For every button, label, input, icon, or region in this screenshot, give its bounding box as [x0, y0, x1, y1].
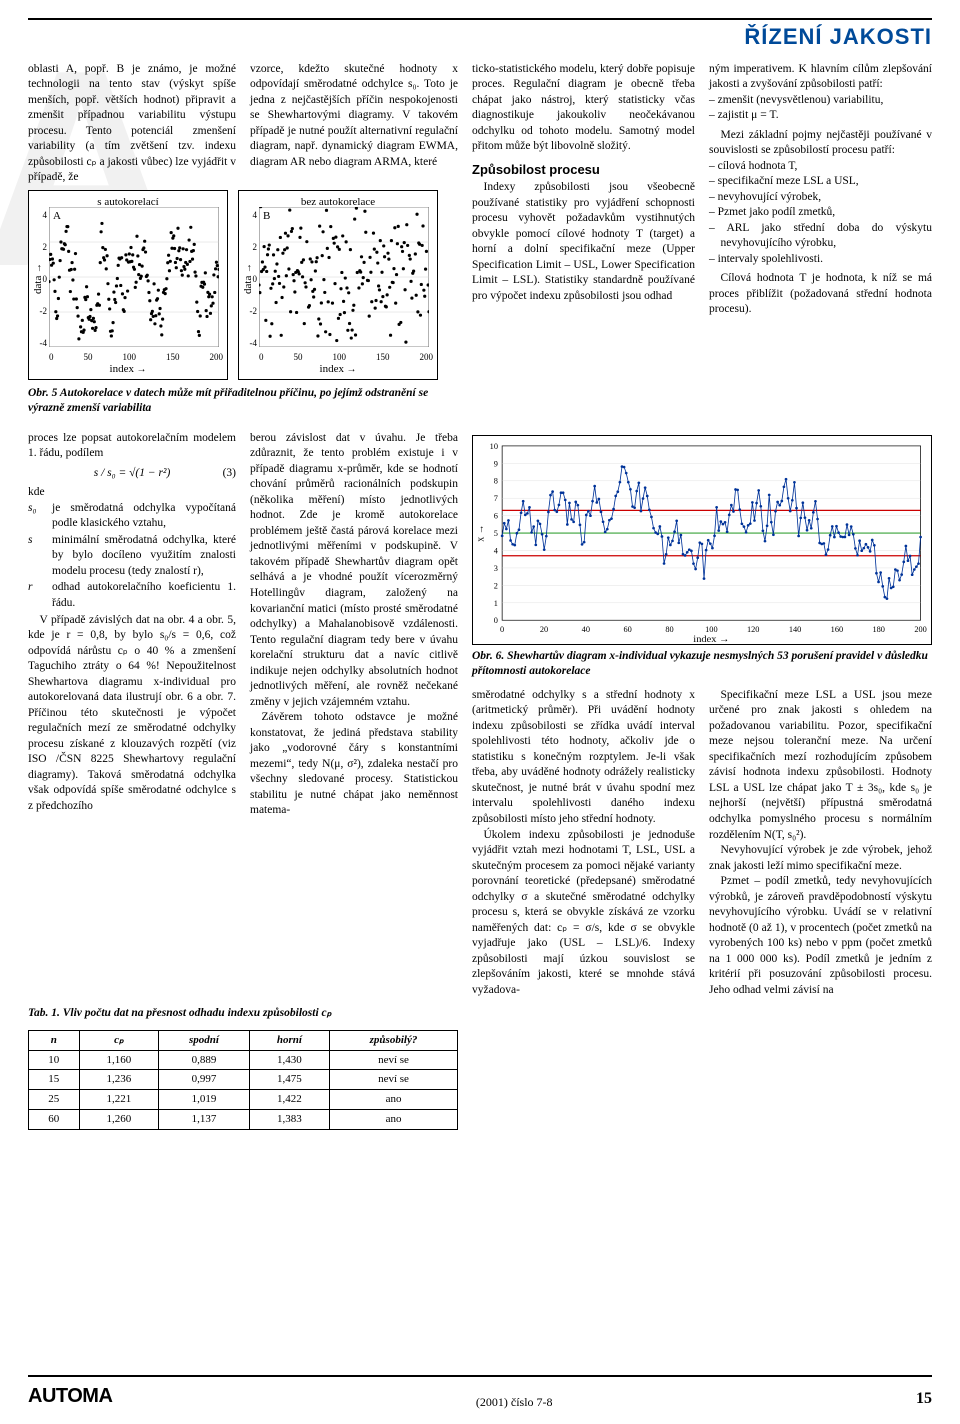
svg-text:140: 140 [789, 625, 801, 634]
low-col2: Specifikační meze LSL a USL jsou meze ur… [709, 688, 932, 998]
svg-text:9: 9 [494, 459, 498, 468]
top-col2: vzorce, kdežto skutečné hodnoty x odpoví… [250, 62, 458, 186]
scatter-b: bez autokorelace B data 420-2-4 05010015… [238, 190, 438, 380]
footer-logo: AUTOMA [28, 1383, 112, 1410]
svg-text:100: 100 [705, 625, 717, 634]
top-col4: ným imperativem. K hlavním cílům zlepšov… [709, 62, 932, 425]
svg-text:0: 0 [500, 625, 504, 634]
table-caption: Tab. 1. Vliv počtu dat na přesnost odhad… [28, 1006, 458, 1022]
svg-text:0: 0 [494, 616, 498, 625]
top-col1: oblasti A, popř. B je známo, je možné te… [28, 62, 236, 186]
table-cp: ncₚspodníhornízpůsobilý?101,1600,8891,43… [28, 1030, 458, 1130]
svg-text:160: 160 [831, 625, 843, 634]
shewhart-chart: 109876543210020406080100120140160180200i… [472, 435, 932, 645]
svg-text:20: 20 [540, 625, 548, 634]
footer-issue: (2001) číslo 7-8 [476, 1394, 553, 1410]
svg-text:index →: index → [693, 634, 729, 644]
top-row: oblasti A, popř. B je známo, je možné te… [28, 62, 932, 425]
svg-text:x →: x → [475, 524, 486, 541]
svg-text:3: 3 [494, 564, 498, 573]
svg-text:7: 7 [494, 494, 498, 503]
svg-text:5: 5 [494, 529, 498, 538]
top-col3: ticko-statistického modelu, který dobře … [472, 62, 695, 425]
header-rule [28, 18, 932, 20]
scatter-pair: s autokorelací A data 420-2-4 0501001502… [28, 190, 458, 380]
svg-text:1: 1 [494, 599, 498, 608]
fig5-caption: Obr. 5 Autokorelace v datech může mít př… [28, 386, 458, 417]
footer-page: 15 [916, 1388, 932, 1410]
mid-center-col: berou závislost dat v úvahu. Je třeba zd… [250, 431, 458, 998]
svg-text:40: 40 [582, 625, 590, 634]
subhead-zpusobilost: Způsobilost procesu [472, 161, 695, 179]
scatter-a: s autokorelací A data 420-2-4 0501001502… [28, 190, 228, 380]
page-footer: AUTOMA (2001) číslo 7-8 15 [28, 1375, 932, 1410]
svg-text:180: 180 [873, 625, 885, 634]
svg-text:10: 10 [490, 442, 498, 451]
table-block: Tab. 1. Vliv počtu dat na přesnost odhad… [28, 1006, 458, 1130]
svg-text:4: 4 [494, 546, 498, 555]
svg-text:6: 6 [494, 512, 498, 521]
svg-text:8: 8 [494, 477, 498, 486]
svg-text:120: 120 [747, 625, 759, 634]
svg-text:200: 200 [914, 625, 926, 634]
page-content: oblasti A, popř. B je známo, je možné te… [28, 62, 932, 1130]
fig6-caption: Obr. 6. Shewhartův diagram x-individual … [472, 649, 932, 680]
svg-text:80: 80 [665, 625, 673, 634]
equation-3: s / s₀ = √(1 − r²)(3) [28, 466, 236, 482]
svg-text:2: 2 [494, 581, 498, 590]
mid-left-col: proces lze popsat autokorelačním modelem… [28, 431, 236, 998]
low-col1: směrodatné odchylky s a střední hodnoty … [472, 688, 695, 998]
section-title: ŘÍZENÍ JAKOSTI [28, 22, 932, 52]
svg-text:60: 60 [624, 625, 632, 634]
